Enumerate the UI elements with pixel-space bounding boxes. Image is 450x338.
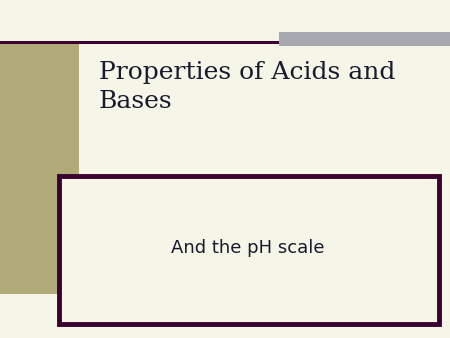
Bar xyxy=(58,176,439,324)
Bar xyxy=(279,32,450,46)
Bar xyxy=(0,41,450,44)
Text: And the pH scale: And the pH scale xyxy=(171,239,324,258)
Bar xyxy=(0,41,79,294)
Text: Properties of Acids and
Bases: Properties of Acids and Bases xyxy=(99,61,396,113)
